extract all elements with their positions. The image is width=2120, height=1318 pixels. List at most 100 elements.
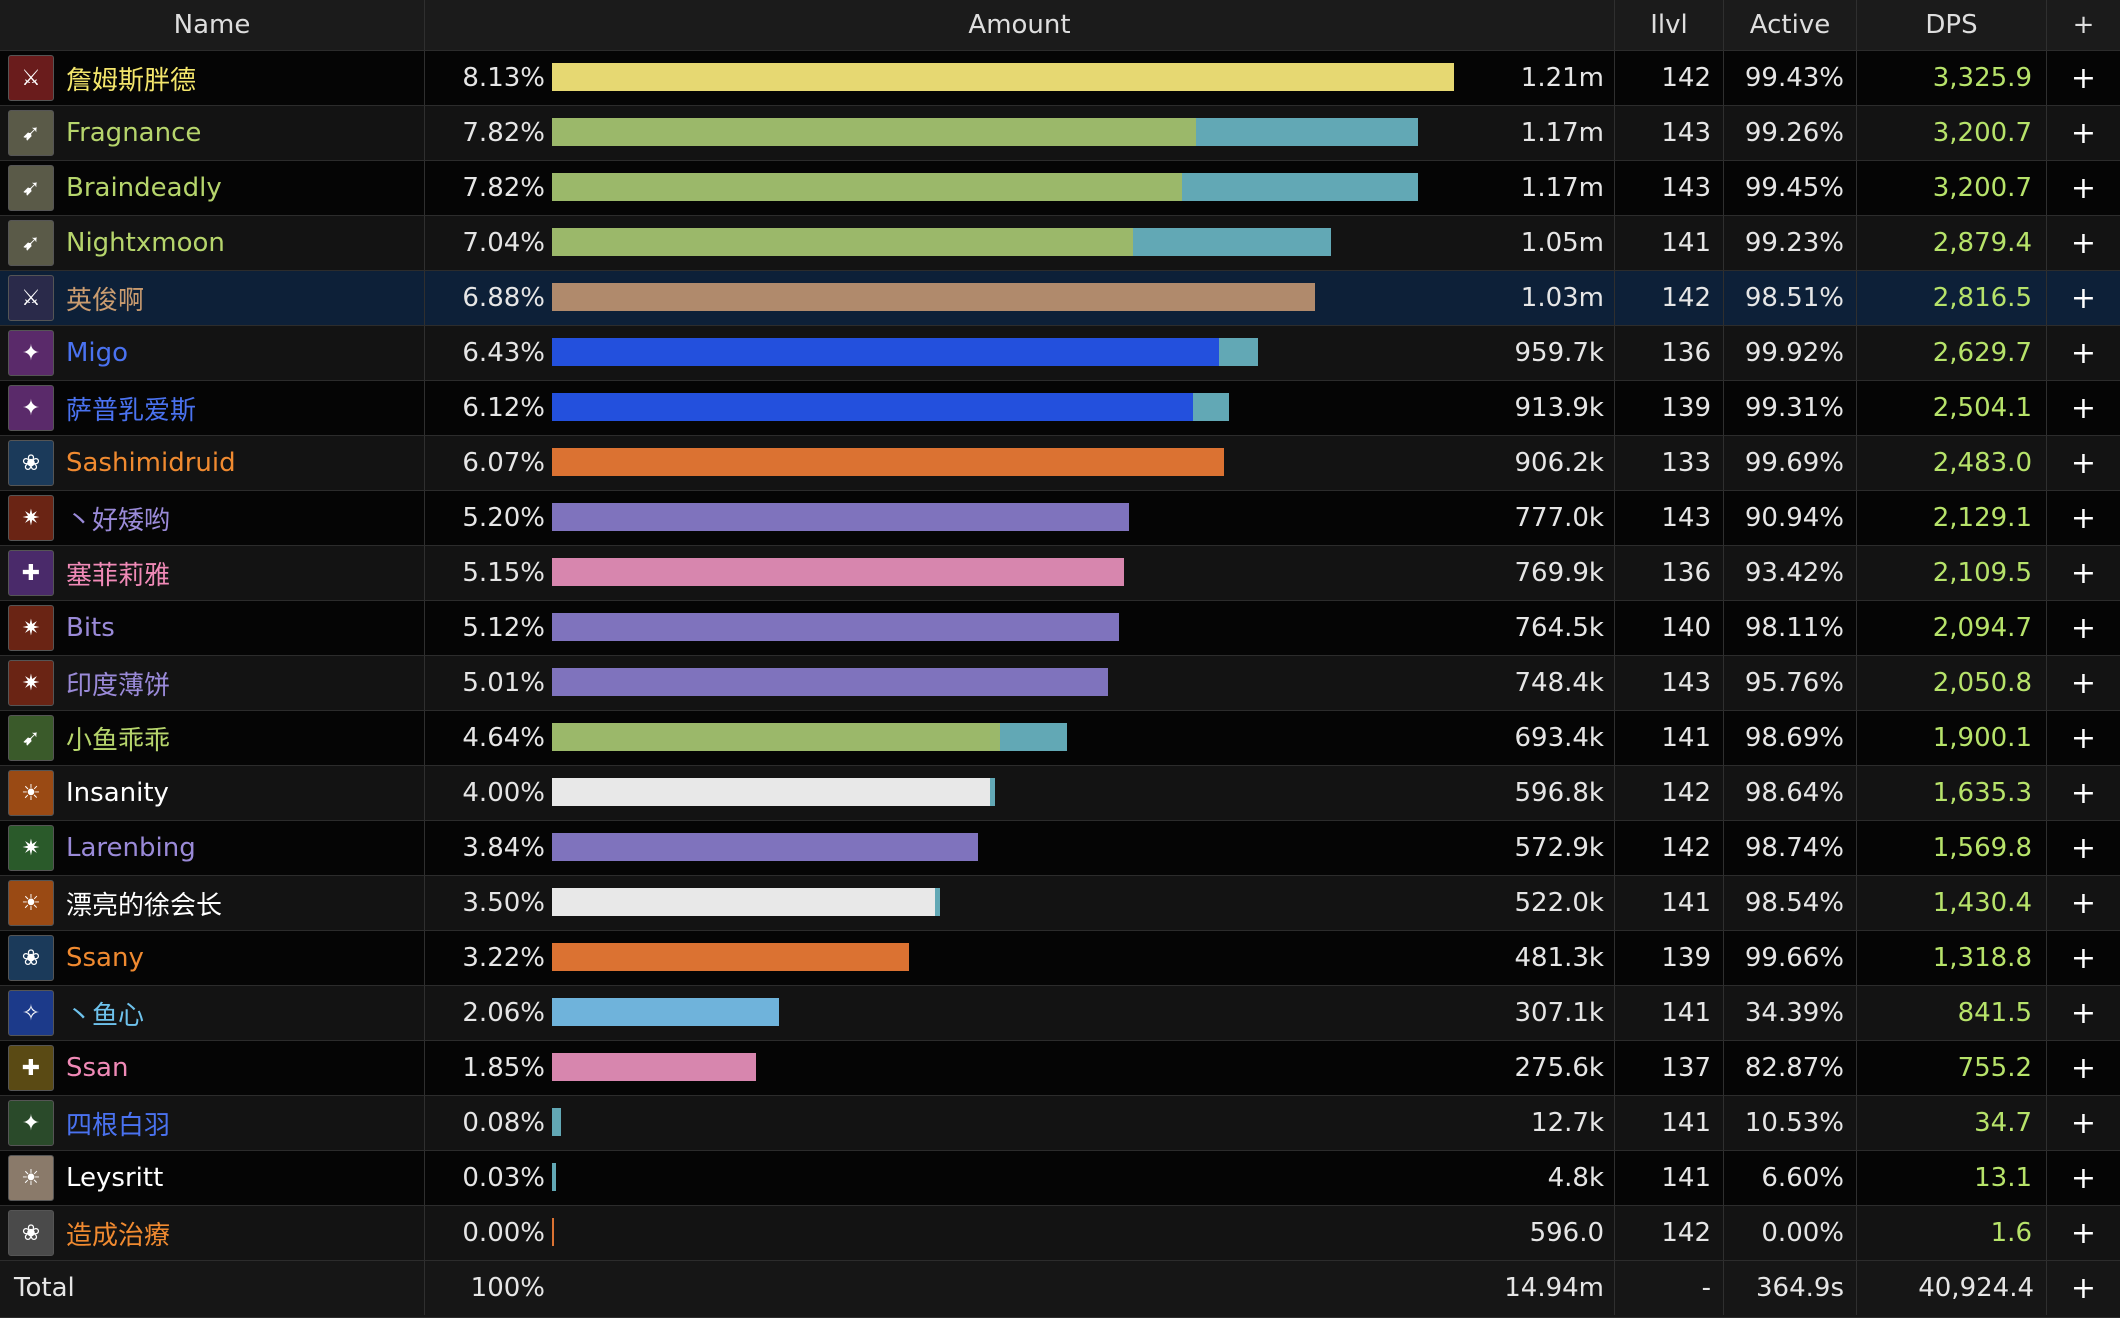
damage-bar-track	[552, 283, 1454, 311]
table-row[interactable]: ✧ 丶鱼心 2.06% 307.1k 141 34.39% 841.5 +	[0, 986, 2120, 1041]
dps-cell: 2,094.7	[1857, 601, 2047, 655]
table-row[interactable]: ❀ Ssany 3.22% 481.3k 139 99.66% 1,318.8 …	[0, 931, 2120, 986]
table-row[interactable]: ➹ Fragnance 7.82% 1.17m 143 99.26% 3,200…	[0, 106, 2120, 161]
player-name[interactable]: Insanity	[66, 778, 169, 808]
player-name[interactable]: 塞菲莉雅	[66, 560, 171, 591]
damage-bar	[552, 63, 1454, 91]
row-expand-button[interactable]: +	[2070, 170, 2097, 206]
row-expand-button[interactable]: +	[2070, 1215, 2097, 1251]
table-row[interactable]: ✷ Bits 5.12% 764.5k 140 98.11% 2,094.7 +	[0, 601, 2120, 656]
row-expand-button[interactable]: +	[2070, 1160, 2097, 1196]
table-row[interactable]: ⚔ 詹姆斯胖德 8.13% 1.21m 142 99.43% 3,325.9 +	[0, 51, 2120, 106]
header-name[interactable]: Name	[0, 0, 425, 50]
header-ilvl[interactable]: Ilvl	[1615, 0, 1724, 50]
amount-cell: 0.00% 596.0	[425, 1206, 1615, 1260]
table-row[interactable]: ✦ Migo 6.43% 959.7k 136 99.92% 2,629.7 +	[0, 326, 2120, 381]
table-row[interactable]: ➹ Nightxmoon 7.04% 1.05m 141 99.23% 2,87…	[0, 216, 2120, 271]
name-cell: ➹ Fragnance	[0, 106, 425, 160]
table-row[interactable]: ➹ 小鱼乖乖 4.64% 693.4k 141 98.69% 1,900.1 +	[0, 711, 2120, 766]
row-expand-button[interactable]: +	[2070, 115, 2097, 151]
table-row[interactable]: ✦ 四根白羽 0.08% 12.7k 141 10.53% 34.7 +	[0, 1096, 2120, 1151]
row-expand-button[interactable]: +	[2070, 830, 2097, 866]
player-name[interactable]: Nightxmoon	[66, 228, 225, 258]
warlock-icon: ✷	[8, 495, 54, 541]
row-expand-button[interactable]: +	[2070, 885, 2097, 921]
row-expand-button[interactable]: +	[2070, 280, 2097, 316]
player-name[interactable]: Migo	[66, 338, 129, 368]
table-row[interactable]: ✷ 印度薄饼 5.01% 748.4k 143 95.76% 2,050.8 +	[0, 656, 2120, 711]
total-expand-button[interactable]: +	[2070, 1270, 2097, 1306]
damage-percent: 4.64%	[462, 723, 545, 753]
damage-percent: 4.00%	[462, 778, 545, 808]
row-expand-button[interactable]: +	[2070, 775, 2097, 811]
player-name[interactable]: 小鱼乖乖	[66, 725, 171, 756]
damage-bar-track	[552, 503, 1454, 531]
player-name[interactable]: 詹姆斯胖德	[66, 65, 197, 96]
header-dps[interactable]: DPS	[1857, 0, 2047, 50]
total-label: Total	[0, 1261, 425, 1315]
active-cell: 99.69%	[1724, 436, 1857, 490]
table-row[interactable]: ✷ Larenbing 3.84% 572.9k 142 98.74% 1,56…	[0, 821, 2120, 876]
row-expand-button[interactable]: +	[2070, 335, 2097, 371]
player-name[interactable]: Larenbing	[66, 833, 196, 863]
row-expand-button[interactable]: +	[2070, 1105, 2097, 1141]
active-cell: 99.66%	[1724, 931, 1857, 985]
player-name[interactable]: Sashimidruid	[66, 448, 236, 478]
damage-percent: 0.03%	[462, 1163, 545, 1193]
row-expand-button[interactable]: +	[2070, 445, 2097, 481]
row-expand-button[interactable]: +	[2070, 940, 2097, 976]
player-name[interactable]: Ssany	[66, 943, 144, 973]
player-name[interactable]: 萨普乳爱斯	[66, 395, 197, 426]
table-row[interactable]: ☀ 漂亮的徐会长 3.50% 522.0k 141 98.54% 1,430.4…	[0, 876, 2120, 931]
dps-cell: 3,200.7	[1857, 106, 2047, 160]
table-row[interactable]: ❀ 造成治療 0.00% 596.0 142 0.00% 1.6 +	[0, 1206, 2120, 1261]
dps-cell: 2,816.5	[1857, 271, 2047, 325]
table-row[interactable]: ❀ Sashimidruid 6.07% 906.2k 133 99.69% 2…	[0, 436, 2120, 491]
player-name[interactable]: 丶鱼心	[66, 1000, 145, 1031]
player-name[interactable]: Fragnance	[66, 118, 202, 148]
player-name[interactable]: 造成治療	[66, 1220, 171, 1251]
row-expand-button[interactable]: +	[2070, 720, 2097, 756]
player-name[interactable]: Bits	[66, 613, 115, 643]
row-expand-button[interactable]: +	[2070, 60, 2097, 96]
header-add-column-button[interactable]: +	[2072, 10, 2095, 40]
table-row[interactable]: ✷ 丶好矮哟 5.20% 777.0k 143 90.94% 2,129.1 +	[0, 491, 2120, 546]
damage-amount: 693.4k	[1514, 723, 1605, 753]
player-name[interactable]: 英俊啊	[66, 285, 145, 316]
damage-percent: 5.01%	[462, 668, 545, 698]
table-row[interactable]: ✚ 塞菲莉雅 5.15% 769.9k 136 93.42% 2,109.5 +	[0, 546, 2120, 601]
table-row[interactable]: ☀ Insanity 4.00% 596.8k 142 98.64% 1,635…	[0, 766, 2120, 821]
row-expand-button[interactable]: +	[2070, 225, 2097, 261]
player-name[interactable]: 印度薄饼	[66, 670, 171, 701]
damage-percent: 8.13%	[462, 63, 545, 93]
damage-percent: 6.88%	[462, 283, 545, 313]
table-row[interactable]: ✚ Ssan 1.85% 275.6k 137 82.87% 755.2 +	[0, 1041, 2120, 1096]
table-row[interactable]: ➹ Braindeadly 7.82% 1.17m 143 99.45% 3,2…	[0, 161, 2120, 216]
header-active[interactable]: Active	[1724, 0, 1857, 50]
amount-cell: 3.50% 522.0k	[425, 876, 1615, 930]
damage-percent: 3.84%	[462, 833, 545, 863]
row-expand-button[interactable]: +	[2070, 1050, 2097, 1086]
row-expand-button[interactable]: +	[2070, 500, 2097, 536]
player-name[interactable]: Leysritt	[66, 1163, 164, 1193]
row-expand-button[interactable]: +	[2070, 555, 2097, 591]
player-name[interactable]: 漂亮的徐会长	[66, 890, 223, 921]
damage-bar-track	[552, 1108, 1454, 1136]
player-name[interactable]: Ssan	[66, 1053, 129, 1083]
player-name[interactable]: 丶好矮哟	[66, 505, 171, 536]
row-expand-button[interactable]: +	[2070, 665, 2097, 701]
row-expand-button[interactable]: +	[2070, 390, 2097, 426]
dps-cell: 1.6	[1857, 1206, 2047, 1260]
amount-cell: 7.04% 1.05m	[425, 216, 1615, 270]
header-amount[interactable]: Amount	[425, 0, 1615, 50]
row-expand-button[interactable]: +	[2070, 995, 2097, 1031]
damage-bar	[552, 393, 1194, 421]
table-row[interactable]: ⚔ 英俊啊 6.88% 1.03m 142 98.51% 2,816.5 +	[0, 271, 2120, 326]
damage-bar	[552, 1053, 756, 1081]
row-expand-button[interactable]: +	[2070, 610, 2097, 646]
table-row[interactable]: ☀ Leysritt 0.03% 4.8k 141 6.60% 13.1 +	[0, 1151, 2120, 1206]
player-name[interactable]: 四根白羽	[66, 1110, 171, 1141]
player-name[interactable]: Braindeadly	[66, 173, 222, 203]
table-row[interactable]: ✦ 萨普乳爱斯 6.12% 913.9k 139 99.31% 2,504.1 …	[0, 381, 2120, 436]
damage-bar	[552, 723, 1001, 751]
